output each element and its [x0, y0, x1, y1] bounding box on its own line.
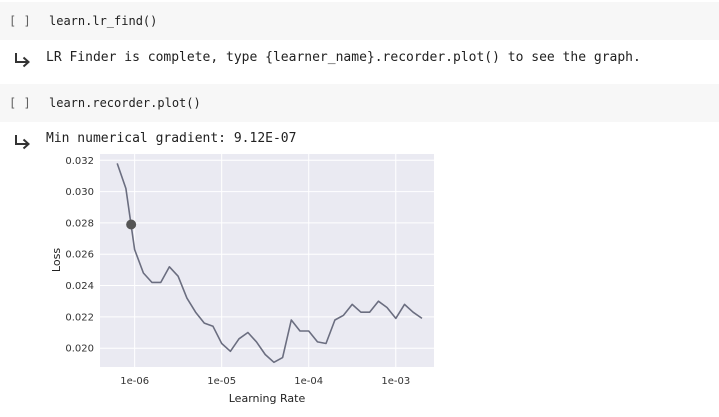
code-text[interactable]: learn.recorder.plot() — [49, 96, 201, 110]
output-arrow-icon — [15, 135, 30, 150]
y-tick-label: 0.030 — [65, 187, 94, 198]
x-tick-label: 1e-04 — [294, 376, 323, 387]
y-tick-label: 0.032 — [65, 156, 94, 167]
x-tick-label: 1e-05 — [207, 376, 236, 387]
y-tick-label: 0.024 — [65, 281, 94, 292]
code-cell-input-1[interactable]: [ ] learn.lr_find() — [0, 2, 719, 40]
plot-area — [100, 154, 434, 367]
loss-line — [116, 163, 423, 364]
min-gradient-marker — [126, 219, 137, 230]
run-cell-button[interactable]: [ ] — [9, 96, 31, 110]
code-text[interactable]: learn.lr_find() — [49, 14, 158, 28]
y-axis-label: Loss — [50, 248, 63, 272]
x-axis-label: Learning Rate — [229, 392, 306, 405]
tick-labels: 1e-06 1e-05 1e-04 1e-03 0.020 0.022 0.024 0.026… — [65, 156, 410, 387]
code-cell-input-2[interactable]: [ ] learn.recorder.plot() — [0, 84, 719, 122]
y-tick-label: 0.028 — [65, 218, 94, 229]
lr-finder-chart: 1e-06 1e-05 1e-04 1e-03 0.020 0.022 0.024 0.026… — [50, 154, 434, 405]
cell-output-text: Min numerical gradient: 9.12E-07 — [46, 131, 297, 146]
x-tick-label: 1e-06 — [120, 376, 149, 387]
x-tick-label: 1e-03 — [381, 376, 410, 387]
grid-lines — [100, 154, 434, 367]
cell-output-text: LR Finder is complete, type {learner_nam… — [46, 50, 641, 65]
y-tick-label: 0.022 — [65, 312, 94, 323]
output-arrow-icon — [15, 53, 30, 68]
y-tick-label: 0.020 — [65, 344, 94, 355]
run-cell-button[interactable]: [ ] — [9, 14, 31, 28]
y-tick-label: 0.026 — [65, 250, 94, 261]
